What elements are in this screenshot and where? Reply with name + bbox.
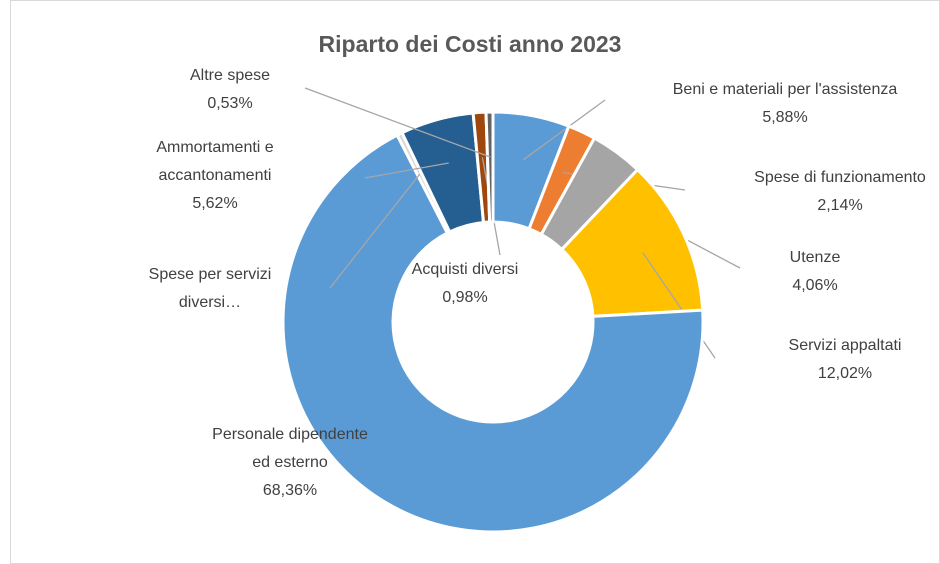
donut-slice — [484, 110, 495, 224]
data-label-name: Beni e materiali per l'assistenza — [673, 81, 898, 98]
chart-title: Riparto dei Costi anno 2023 — [319, 31, 622, 57]
data-label-value: 2,14% — [817, 197, 862, 214]
leader-line — [364, 162, 449, 179]
leader-line — [522, 99, 606, 161]
donut-slice — [281, 133, 705, 534]
data-label-name: Altre spese — [190, 67, 270, 84]
data-label-value: 5,62% — [192, 195, 237, 212]
data-label-value: 68,36% — [263, 482, 317, 499]
data-label-value: 12,02% — [818, 365, 872, 382]
data-label-name: Personale dipendente ed esterno — [212, 426, 368, 471]
data-label-name: Ammortamenti e accantonamenti — [156, 139, 273, 184]
data-label-value: 4,06% — [792, 277, 837, 294]
leader-line — [329, 173, 421, 289]
leader-line — [304, 87, 491, 158]
data-label-name: Spese di funzionamento — [754, 169, 926, 186]
data-label-name: Acquisti diversi — [412, 261, 519, 278]
data-label-name: Utenze — [790, 249, 841, 266]
data-label-name: Spese per servizi diversi… — [149, 266, 272, 311]
data-label-name: Servizi appaltati — [789, 337, 902, 354]
data-label-value: 0,53% — [207, 95, 252, 112]
data-label-value: 0,98% — [442, 289, 487, 306]
data-label-value: 5,88% — [762, 109, 807, 126]
